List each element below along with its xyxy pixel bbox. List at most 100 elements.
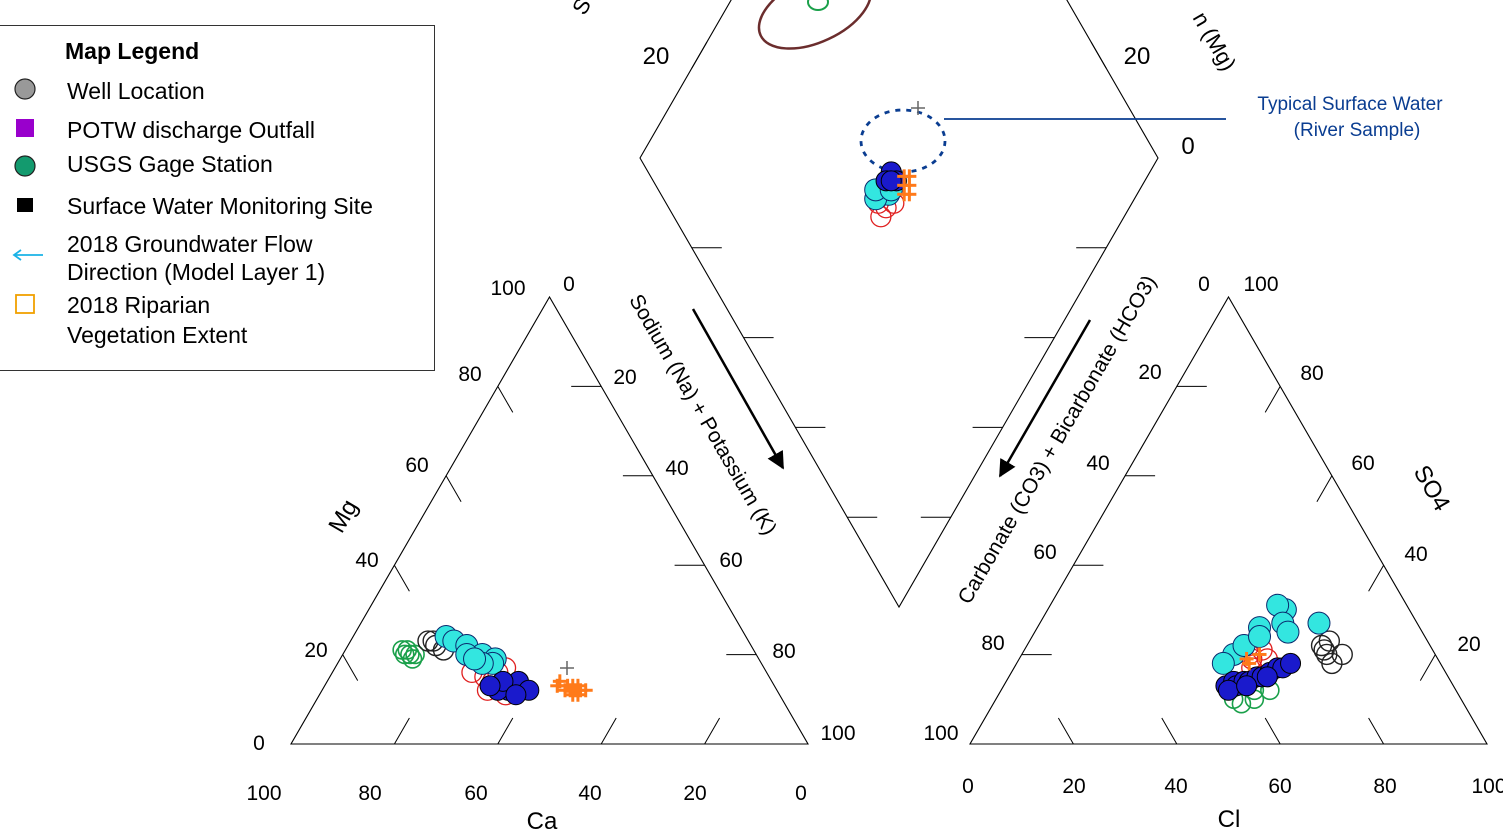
- tick-label: 20: [304, 639, 327, 662]
- tick-label: 40: [578, 782, 601, 805]
- legend-label: POTW discharge Outfall: [67, 117, 315, 143]
- orange-cross-point: [1239, 651, 1254, 666]
- tick-mark: [445, 475, 462, 503]
- orange-cross-point: [550, 678, 565, 693]
- tick-label: 80: [1373, 775, 1396, 798]
- tick-label: 80: [772, 640, 795, 663]
- orange-cross-point: [1252, 647, 1267, 662]
- tick-label: 20: [1457, 633, 1480, 656]
- orange-cross-point: [902, 187, 917, 202]
- legend-label: Surface Water Monitoring Site: [67, 193, 373, 219]
- blue-data-point: [1218, 679, 1239, 701]
- square-icon: [17, 198, 33, 212]
- tick-label: 100: [490, 277, 525, 300]
- so4-axis-label: SO4: [1408, 461, 1455, 516]
- annotation-line1: Typical Surface Water: [1257, 94, 1443, 115]
- tick-label: 60: [1268, 775, 1291, 798]
- circle-icon: [14, 78, 36, 100]
- legend-label-line1: 2018 Groundwater Flow: [67, 231, 313, 257]
- tick-label: 60: [1033, 541, 1056, 564]
- square-outline-icon: [15, 294, 35, 314]
- map-legend: Map Legend Well Location POTW discharge …: [0, 25, 435, 371]
- tick-mark: [600, 717, 617, 745]
- cation-triangle: [290, 295, 809, 745]
- blue-data-point: [479, 675, 501, 697]
- tick-mark: [1368, 564, 1385, 592]
- black-data-point: [1331, 643, 1353, 666]
- diamond: [639, 0, 1159, 609]
- tick-label: 80: [458, 363, 481, 386]
- diamond-top-right-label: n (Mg): [1188, 7, 1241, 75]
- tick-mark: [1264, 386, 1281, 413]
- diamond-top-left-label: S: [567, 0, 596, 19]
- anion-triangle: [969, 295, 1488, 745]
- tick-label: 40: [1086, 452, 1109, 475]
- tick-mark: [1264, 717, 1281, 745]
- tick-mark: [1090, 41, 1107, 69]
- tick-label: 40: [665, 457, 688, 480]
- tick-label: 40: [1164, 775, 1187, 798]
- square-icon: [16, 119, 34, 137]
- tick-label: 80: [981, 632, 1004, 655]
- mg-axis-label: Mg: [323, 495, 363, 537]
- tick-mark: [704, 717, 721, 745]
- tick-label: 0: [253, 732, 265, 755]
- tick-label: 20: [1124, 43, 1151, 70]
- tick-label: 0: [795, 782, 807, 805]
- legend-label: USGS Gage Station: [67, 151, 273, 177]
- sodium-direction-arrow: [691, 308, 785, 470]
- blue-data-point: [505, 684, 527, 706]
- tick-label: 40: [355, 549, 378, 572]
- surface-water-ellipse: [859, 108, 947, 174]
- tick-mark: [1316, 475, 1333, 503]
- orange-cross-point: [565, 678, 580, 693]
- data-points: [392, 101, 1353, 714]
- tick-label: 100: [1471, 775, 1503, 798]
- group-ellipse: [757, 0, 873, 50]
- tick-mark: [497, 386, 514, 413]
- tick-label: 0: [563, 273, 575, 296]
- cyan-data-point: [1211, 651, 1235, 675]
- tick-label: 100: [1243, 273, 1278, 296]
- tick-label: 40: [1404, 543, 1427, 566]
- orange-cross-point: [902, 169, 917, 184]
- tick-label: 0: [1198, 273, 1210, 296]
- tick-label: 0: [1181, 133, 1194, 160]
- grey-plus-point: [911, 101, 925, 115]
- circle-icon: [14, 155, 36, 177]
- cyan-data-point: [463, 647, 487, 671]
- cyan-data-point: [1248, 625, 1272, 649]
- arrow-left-icon: [12, 249, 43, 261]
- legend-label: Well Location: [67, 78, 205, 104]
- tick-label: 0: [962, 775, 974, 798]
- cyan-data-point: [1276, 620, 1300, 644]
- tick-mark: [497, 717, 514, 745]
- cl-axis-label: Cl: [1218, 806, 1241, 833]
- carbonate-direction-arrow: [998, 319, 1092, 478]
- tick-label: 20: [1062, 775, 1085, 798]
- blue-data-point: [1280, 652, 1302, 674]
- legend-label-line2: Direction (Model Layer 1): [67, 259, 326, 285]
- tick-label: 60: [1351, 452, 1374, 475]
- tick-label: 20: [683, 782, 706, 805]
- blue-data-point: [880, 170, 902, 192]
- annotation-line2: (River Sample): [1294, 120, 1421, 141]
- black-data-point: [1318, 630, 1341, 652]
- tick-label: 100: [246, 782, 281, 805]
- tick-label: 20: [613, 366, 636, 389]
- legend-label-line2: Vegetation Extent: [67, 322, 248, 348]
- tick-mark: [1368, 717, 1385, 745]
- tick-label: 60: [464, 782, 487, 805]
- tick-label: 60: [405, 454, 428, 477]
- tick-label: 100: [820, 722, 855, 745]
- tick-label: 20: [643, 43, 670, 70]
- tick-mark: [393, 564, 410, 592]
- tick-label: 80: [1300, 362, 1323, 385]
- grey-plus-point: [560, 661, 574, 675]
- tick-mark: [691, 41, 708, 69]
- tick-mark: [1057, 717, 1074, 745]
- legend-label-line1: 2018 Riparian: [67, 292, 211, 318]
- tick-label: 60: [719, 549, 742, 572]
- tick-mark: [342, 654, 359, 681]
